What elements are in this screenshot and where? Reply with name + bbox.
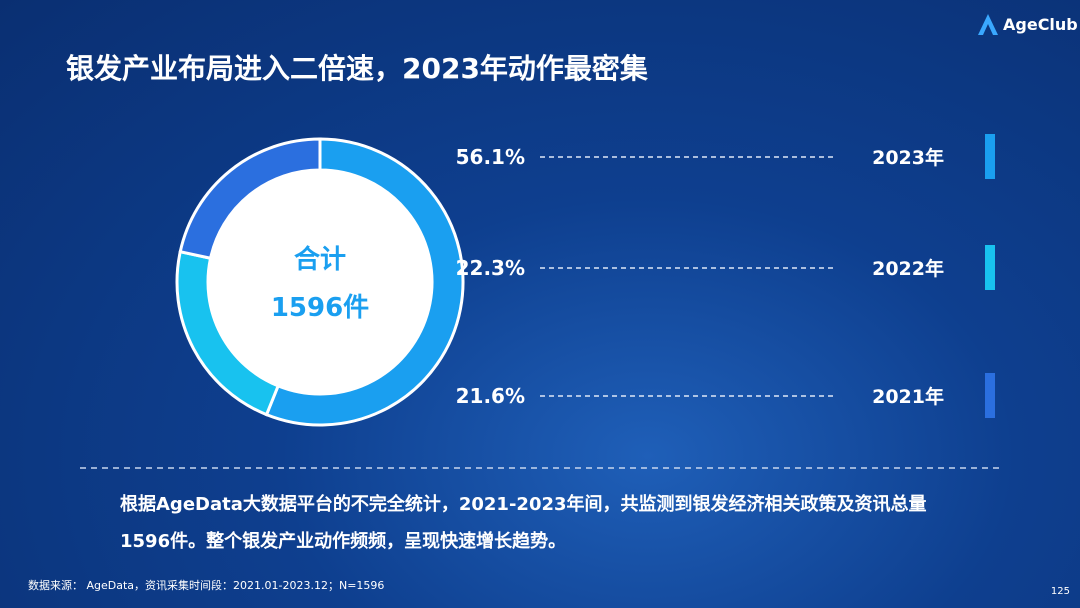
donut-center [208,170,432,394]
legend-swatch [985,134,995,179]
source: 数据来源： AgeData，资讯采集时间段：2021.01-2023.12；N=… [28,578,384,592]
category-label: 2023年 [872,146,944,169]
value-label: 56.1% [456,145,525,169]
category-label: 2021年 [872,385,944,408]
value-label: 22.3% [456,256,525,280]
legend-swatch [985,245,995,290]
logo-icon [978,14,998,35]
donut-segment [178,137,322,261]
note: 根据AgeData大数据平台的不完全统计，2021-2023年间，共监测到银发经… [120,494,927,552]
donut-segment [264,137,465,427]
brand: AgeClub [1003,15,1078,34]
value-label: 21.6% [456,384,525,408]
center-label: 1596件 [271,293,369,323]
legend-swatch [985,373,995,418]
chart-title: 银发产业布局进入二倍速，2023年动作最密集 [66,52,648,85]
center-label: 合计 [294,244,346,275]
page-number: 125 [1051,586,1070,597]
category-label: 2022年 [872,257,944,280]
